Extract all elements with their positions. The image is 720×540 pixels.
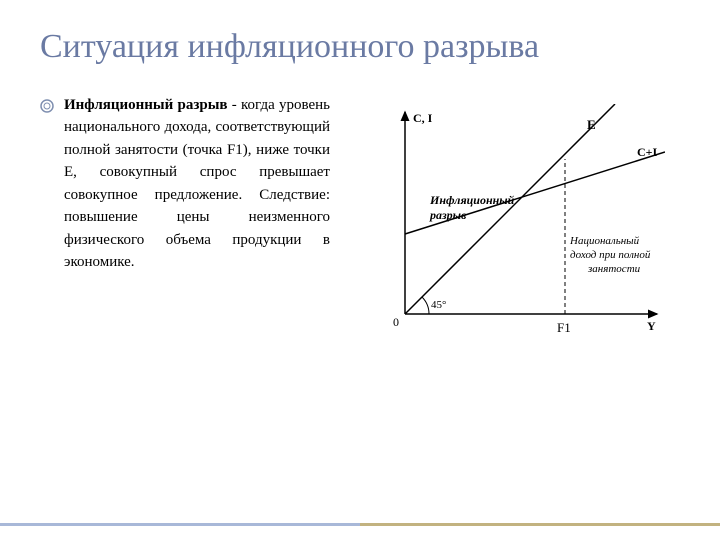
definition-paragraph: Инфляционный разрыв - когда уровень наци… [64, 94, 330, 274]
term-bold: Инфляционный разрыв [64, 97, 228, 113]
svg-text:C+I: C+I [637, 145, 658, 159]
svg-text:доход при полной: доход при полной [570, 249, 651, 261]
svg-text:E: E [587, 117, 596, 132]
chart-column: C, I Y 0 45° E C+I F1 Инфляционныйразрыв Национа… [350, 94, 680, 354]
svg-text:F1: F1 [557, 320, 571, 335]
svg-text:Инфляционный: Инфляционный [429, 193, 515, 207]
svg-text:C, I: C, I [413, 111, 433, 125]
svg-text:занятости: занятости [587, 263, 641, 275]
svg-text:Национальный: Национальный [569, 235, 640, 247]
svg-text:Y: Y [647, 319, 656, 333]
text-column: Инфляционный разрыв - когда уровень наци… [40, 94, 330, 354]
term-rest: - когда уровень национального дохода, со… [64, 97, 330, 271]
footer-underline [0, 523, 720, 526]
svg-text:0: 0 [393, 315, 399, 329]
svg-text:разрыв: разрыв [429, 208, 467, 222]
svg-text:45°: 45° [431, 299, 446, 311]
page-title: Ситуация инфляционного разрыва [40, 24, 680, 70]
bullet-icon [40, 99, 54, 113]
inflation-gap-chart: C, I Y 0 45° E C+I F1 Инфляционныйразрыв Национа… [365, 104, 665, 354]
content-row: Инфляционный разрыв - когда уровень наци… [40, 94, 680, 354]
